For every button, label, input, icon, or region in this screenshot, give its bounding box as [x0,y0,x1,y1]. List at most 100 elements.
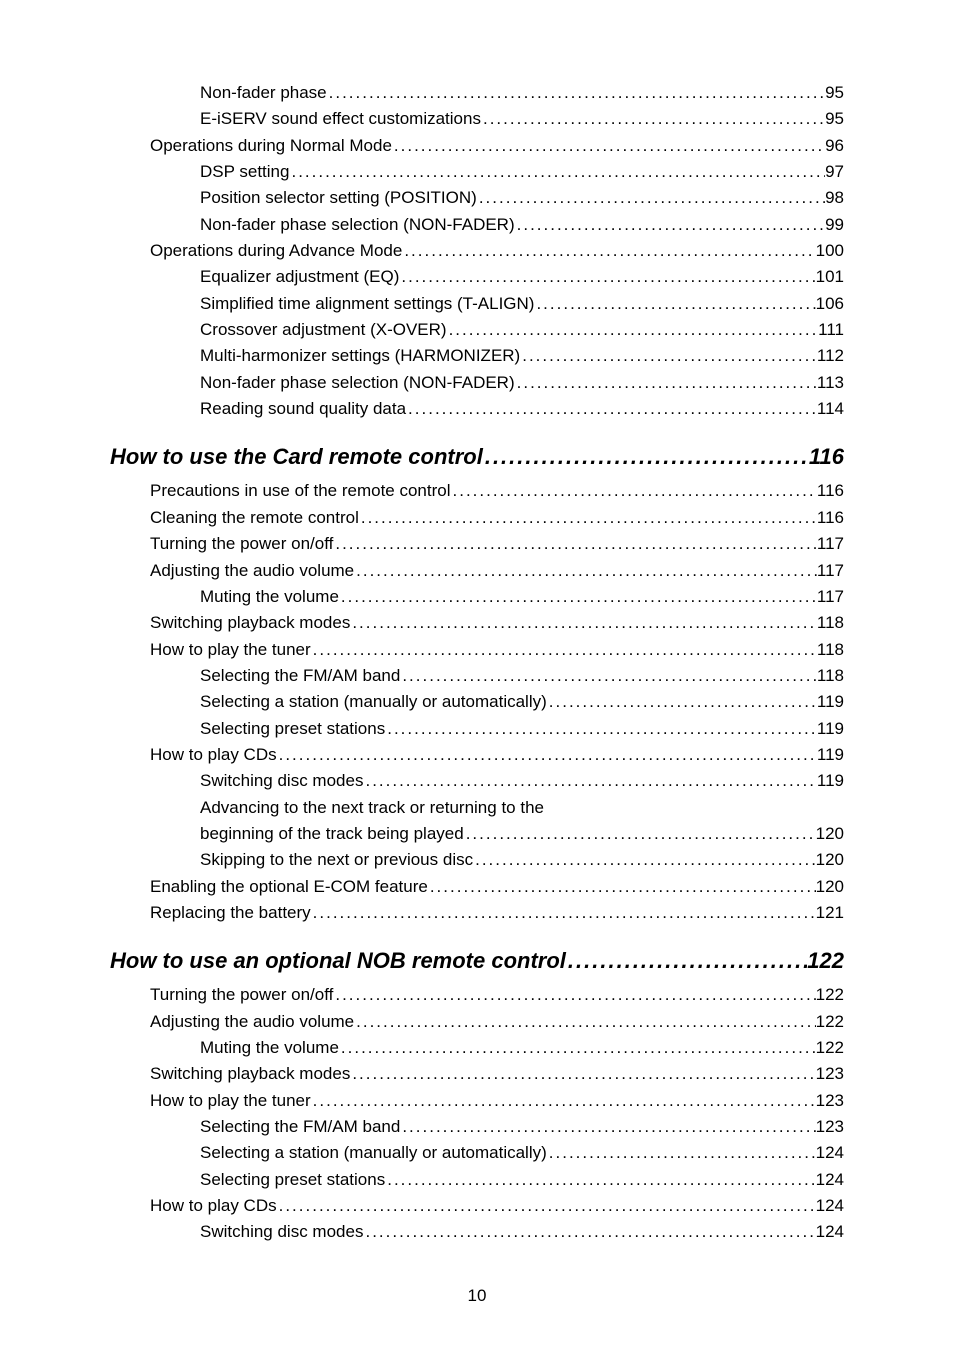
toc-leader-dots: ........................................… [350,610,817,636]
toc-entry[interactable]: Operations during Advance Mode .........… [110,238,844,264]
toc-section-heading[interactable]: How to use an optional NOB remote contro… [110,948,844,974]
toc-entry[interactable]: Equalizer adjustment (EQ) ..............… [110,264,844,290]
toc-entry[interactable]: Muting the volume ......................… [110,584,844,610]
toc-entry-page: 122 [816,1009,844,1035]
toc-entry-label: Multi-harmonizer settings (HARMONIZER) [200,343,520,369]
toc-entry[interactable]: How to play CDs ........................… [110,742,844,768]
toc-entry[interactable]: Switching disc modes ...................… [110,768,844,794]
toc-entry-label: How to play CDs [150,1193,277,1219]
toc-entry[interactable]: Selecting the FM/AM band ...............… [110,663,844,689]
toc-entry[interactable]: Selecting a station (manually or automat… [110,689,844,715]
toc-leader-dots: ........................................… [354,1009,815,1035]
toc-entry[interactable]: Multi-harmonizer settings (HARMONIZER) .… [110,343,844,369]
toc-entry-page: 124 [816,1219,844,1245]
toc-entry-label: Non-fader phase selection (NON-FADER) [200,212,515,238]
toc-entry-label: Switching disc modes [200,768,363,794]
toc-entry-page: 100 [816,238,844,264]
toc-entry-page: 96 [825,133,844,159]
toc-section-heading[interactable]: How to use the Card remote control......… [110,444,844,470]
page-number: 10 [110,1286,844,1306]
toc-leader-dots: ........................................… [289,159,825,185]
toc-entry[interactable]: Switching disc modes ...................… [110,1219,844,1245]
toc-entry-label: Muting the volume [200,1035,339,1061]
toc-entry[interactable]: Non-fader phase ........................… [110,80,844,106]
toc-entry-label: Muting the volume [200,584,339,610]
toc-entry[interactable]: Reading sound quality data .............… [110,396,844,422]
toc-entry-page: 98 [825,185,844,211]
toc-leader-dots: ........................................… [547,689,817,715]
toc-entry[interactable]: Muting the volume ......................… [110,1035,844,1061]
toc-entry[interactable]: Adjusting the audio volume .............… [110,1009,844,1035]
toc-entry-label: Replacing the battery [150,900,311,926]
toc-leader-dots: ........................................… [359,505,817,531]
toc-entry-page: 119 [817,742,844,768]
toc-entry[interactable]: Switching playback modes ...............… [110,1061,844,1087]
toc-entry[interactable]: Switching playback modes ...............… [110,610,844,636]
toc-entry: Advancing to the next track or returning… [110,795,844,821]
toc-entry[interactable]: Non-fader phase selection (NON-FADER) ..… [110,212,844,238]
toc-section-label: How to use an optional NOB remote contro… [110,948,566,974]
toc-leader-dots: ........................................… [483,444,809,470]
toc-leader-dots: ........................................… [515,212,825,238]
toc-entry[interactable]: Crossover adjustment (X-OVER) ..........… [110,317,844,343]
toc-entry-label: Cleaning the remote control [150,505,359,531]
toc-section-page: 122 [807,948,844,974]
toc-entry-label: Selecting a station (manually or automat… [200,1140,547,1166]
toc-entry[interactable]: Selecting a station (manually or automat… [110,1140,844,1166]
toc-leader-dots: ........................................… [566,948,807,974]
toc-entry[interactable]: beginning of the track being played ....… [110,821,844,847]
toc-entry[interactable]: Selecting preset stations ..............… [110,716,844,742]
toc-entry-label: Selecting the FM/AM band [200,1114,400,1140]
toc-leader-dots: ........................................… [402,238,815,264]
toc-leader-dots: ........................................… [363,1219,815,1245]
toc-entry[interactable]: Skipping to the next or previous disc ..… [110,847,844,873]
toc-entry-label: Non-fader phase [200,80,327,106]
toc-entry[interactable]: Turning the power on/off ...............… [110,531,844,557]
toc-entry-label: Advancing to the next track or returning… [200,795,544,821]
toc-entry[interactable]: Enabling the optional E-COM feature ....… [110,874,844,900]
toc-entry[interactable]: Adjusting the audio volume .............… [110,558,844,584]
toc-entry[interactable]: Simplified time alignment settings (T-AL… [110,291,844,317]
toc-entry[interactable]: Cleaning the remote control ............… [110,505,844,531]
toc-entry[interactable]: How to play the tuner ..................… [110,637,844,663]
toc-entry-page: 124 [816,1140,844,1166]
toc-entry-page: 119 [817,689,844,715]
toc-entry[interactable]: Position selector setting (POSITION) ...… [110,185,844,211]
toc-entry-page: 117 [817,558,844,584]
toc-entry-page: 120 [816,847,844,873]
toc-leader-dots: ........................................… [385,716,817,742]
toc-leader-dots: ........................................… [277,742,817,768]
toc-entry[interactable]: Selecting preset stations ..............… [110,1167,844,1193]
toc-entry-page: 101 [816,264,844,290]
toc-entry[interactable]: How to play CDs ........................… [110,1193,844,1219]
toc-entry[interactable]: Non-fader phase selection (NON-FADER) ..… [110,370,844,396]
toc-entry[interactable]: E-iSERV sound effect customizations ....… [110,106,844,132]
toc-entry[interactable]: How to play the tuner ..................… [110,1088,844,1114]
toc-entry-label: Adjusting the audio volume [150,1009,354,1035]
toc-entry[interactable]: Operations during Normal Mode ..........… [110,133,844,159]
toc-entry-label: Enabling the optional E-COM feature [150,874,428,900]
toc-entry[interactable]: Turning the power on/off ...............… [110,982,844,1008]
toc-leader-dots: ........................................… [473,847,816,873]
toc-entry[interactable]: DSP setting ............................… [110,159,844,185]
toc-entry-page: 111 [818,317,844,343]
toc-entry[interactable]: Replacing the battery ..................… [110,900,844,926]
toc-entry-page: 95 [825,106,844,132]
toc-entry[interactable]: Precautions in use of the remote control… [110,478,844,504]
toc-leader-dots: ........................................… [311,637,817,663]
toc-entry-page: 123 [816,1061,844,1087]
toc-entry-page: 99 [825,212,844,238]
toc-entry-page: 114 [817,396,844,422]
toc-leader-dots: ........................................… [481,106,825,132]
toc-entry-label: Selecting preset stations [200,1167,385,1193]
toc-entry-label: DSP setting [200,159,289,185]
toc-entry[interactable]: Selecting the FM/AM band ...............… [110,1114,844,1140]
toc-entry-page: 95 [825,80,844,106]
toc-entry-label: Adjusting the audio volume [150,558,354,584]
toc-leader-dots: ........................................… [333,531,817,557]
toc-entry-page: 119 [817,716,844,742]
toc-entry-label: Switching disc modes [200,1219,363,1245]
toc-entry-page: 120 [816,821,844,847]
toc-entry-page: 120 [816,874,844,900]
toc-entry-label: Skipping to the next or previous disc [200,847,473,873]
